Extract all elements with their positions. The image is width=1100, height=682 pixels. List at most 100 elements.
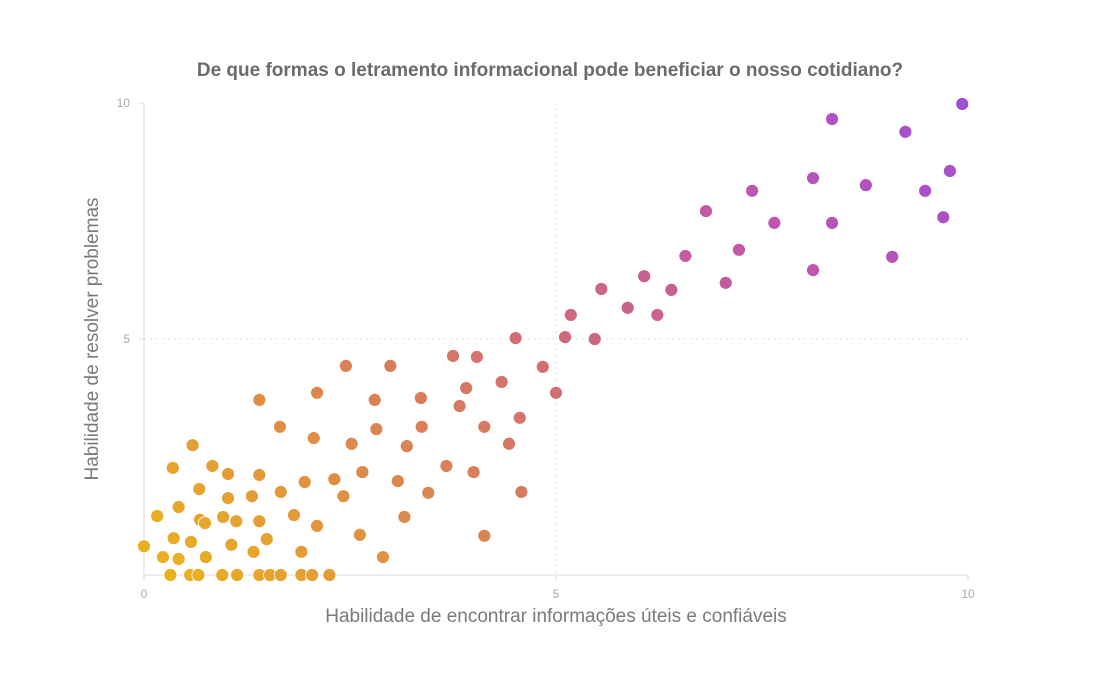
y-tick-label: 5 xyxy=(123,332,130,346)
scatter-point xyxy=(806,263,820,277)
chart-title: De que formas o letramento informacional… xyxy=(196,60,904,81)
scatter-point xyxy=(955,97,970,111)
scatter-point xyxy=(732,242,746,257)
scatter-point xyxy=(650,308,665,322)
scatter-point xyxy=(414,419,429,434)
scatter-point xyxy=(699,204,713,218)
scatter-point xyxy=(367,392,382,407)
scatter-point xyxy=(825,112,839,126)
scatter-point xyxy=(229,514,244,529)
scatter-point xyxy=(184,535,198,549)
x-tick-label: 10 xyxy=(961,587,975,601)
scatter-point xyxy=(885,249,900,264)
scatter-point xyxy=(305,568,319,582)
scatter-point xyxy=(858,178,873,193)
scatter-point xyxy=(259,532,274,547)
scatter-point xyxy=(936,210,951,225)
scatter-point xyxy=(806,171,820,185)
scatter-point xyxy=(252,468,267,482)
scatter-point xyxy=(165,460,180,475)
scatter-point xyxy=(494,375,509,389)
scatter-point xyxy=(898,124,913,139)
scatter-point xyxy=(587,332,602,346)
scatter-point xyxy=(297,475,312,489)
scatter-point xyxy=(767,215,782,230)
scatter-point xyxy=(421,485,436,500)
scatter-point xyxy=(508,331,523,345)
scatter-point xyxy=(512,410,527,425)
scatter-point xyxy=(327,472,342,487)
scatter-point xyxy=(156,550,170,564)
scatter-point xyxy=(390,474,405,488)
scatter-point xyxy=(477,419,492,434)
scatter-point xyxy=(294,544,309,559)
scatter-point xyxy=(273,419,287,434)
scatter-point xyxy=(745,183,760,198)
scatter-point xyxy=(535,359,550,374)
scatter-point xyxy=(664,283,679,297)
scatter-point xyxy=(376,550,390,564)
scatter-point xyxy=(344,436,359,451)
scatter-point xyxy=(230,568,245,582)
x-axis-label: Habilidade de encontrar informações útei… xyxy=(325,606,787,627)
scatter-point xyxy=(439,459,454,473)
scatter-point xyxy=(287,508,301,522)
scatter-point xyxy=(502,436,516,451)
scatter-point xyxy=(137,539,151,554)
scatter-point xyxy=(246,544,261,559)
scatter-point xyxy=(150,509,165,523)
scatter-point xyxy=(252,392,267,407)
scatter-point xyxy=(163,568,178,582)
scatter-point xyxy=(459,381,474,395)
scatter-point xyxy=(942,164,957,178)
scatter-point xyxy=(221,467,235,481)
scatter-point xyxy=(678,249,693,263)
scatter-point xyxy=(469,350,484,364)
scatter-point xyxy=(466,465,481,480)
scatter-point xyxy=(273,485,288,499)
scatter-point xyxy=(198,516,212,530)
scatter-point xyxy=(352,527,367,542)
scatter-point xyxy=(558,330,572,345)
scatter-point xyxy=(245,489,259,504)
scatter-point xyxy=(306,431,321,446)
scatter-point xyxy=(355,465,370,480)
scatter-point xyxy=(514,485,529,499)
scatter-point xyxy=(620,300,635,315)
scatter-point xyxy=(191,568,206,582)
scatter-point xyxy=(637,269,652,284)
scatter-point xyxy=(224,537,239,552)
x-tick-label: 0 xyxy=(141,587,148,601)
scatter-point xyxy=(171,500,186,514)
scatter-point xyxy=(205,459,220,473)
scatter-point xyxy=(252,514,267,529)
scatter-point xyxy=(718,275,733,290)
scatter-point xyxy=(399,439,414,454)
scatter-point xyxy=(215,568,230,582)
scatter-point xyxy=(594,282,609,296)
scatter-point xyxy=(310,385,324,400)
scatter-point xyxy=(452,399,467,413)
scatter-point xyxy=(221,491,235,505)
scatter-point xyxy=(336,489,351,504)
scatter-point xyxy=(338,359,353,373)
scatter-point xyxy=(185,438,200,453)
scatter-point xyxy=(563,308,578,322)
scatter-point xyxy=(369,422,384,437)
scatter-point xyxy=(171,552,186,566)
y-tick-label: 10 xyxy=(117,96,131,110)
scatter-point xyxy=(477,528,492,543)
scatter-point xyxy=(273,568,288,582)
scatter-point xyxy=(825,215,839,230)
scatter-point xyxy=(549,385,563,400)
scatter-point xyxy=(198,550,213,564)
scatter-point xyxy=(166,531,181,546)
x-tick-label: 5 xyxy=(553,587,560,601)
scatter-point xyxy=(216,510,231,524)
scatter-point xyxy=(383,359,398,373)
scatter-point xyxy=(413,391,428,405)
scatter-point xyxy=(446,349,460,363)
scatter-point xyxy=(918,183,933,198)
scatter-point xyxy=(397,510,412,524)
